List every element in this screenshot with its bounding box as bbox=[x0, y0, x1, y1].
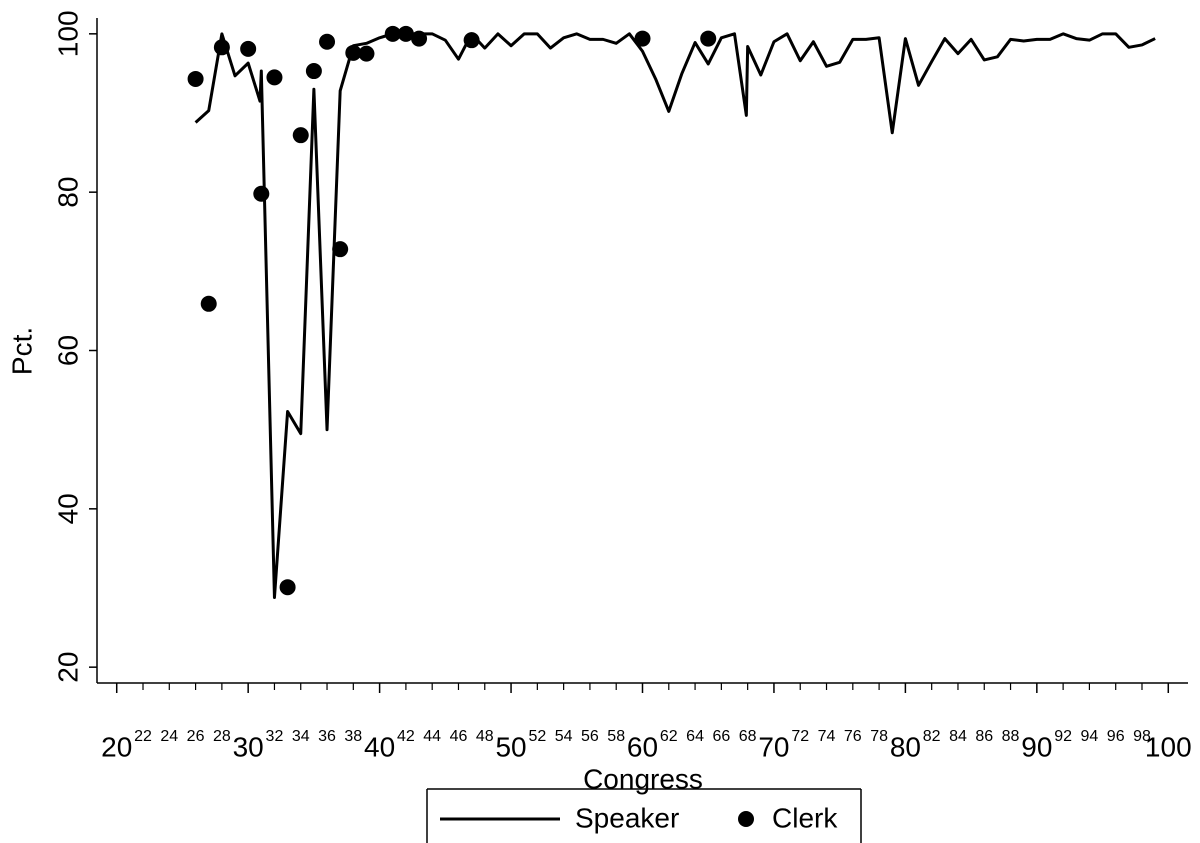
clerk-point bbox=[240, 40, 257, 57]
x-minor-tick-label: 56 bbox=[581, 728, 599, 745]
y-tick-label: 80 bbox=[52, 177, 83, 208]
x-tick-label: 100 bbox=[1145, 731, 1192, 762]
y-tick-label: 40 bbox=[52, 493, 83, 524]
x-tick-label: 70 bbox=[758, 731, 789, 762]
x-minor-tick-label: 48 bbox=[476, 728, 494, 745]
clerk-point bbox=[279, 579, 296, 596]
x-minor-tick-label: 38 bbox=[344, 728, 362, 745]
clerk-point bbox=[411, 30, 428, 47]
clerk-point bbox=[292, 127, 309, 144]
x-tick-label: 20 bbox=[101, 731, 132, 762]
x-minor-tick-label: 42 bbox=[397, 728, 415, 745]
x-minor-tick-label: 44 bbox=[423, 728, 441, 745]
y-tick-label: 100 bbox=[52, 10, 83, 57]
x-minor-tick-label: 34 bbox=[292, 728, 310, 745]
x-minor-tick-label: 84 bbox=[949, 728, 967, 745]
x-minor-tick-label: 98 bbox=[1133, 728, 1151, 745]
x-minor-tick-label: 78 bbox=[870, 728, 888, 745]
x-minor-tick-label: 64 bbox=[686, 728, 704, 745]
legend-label: Clerk bbox=[772, 802, 838, 833]
y-tick-label: 60 bbox=[52, 335, 83, 366]
x-tick-label: 60 bbox=[627, 731, 658, 762]
x-tick-label: 80 bbox=[890, 731, 921, 762]
clerk-point bbox=[305, 63, 322, 80]
clerk-point bbox=[187, 70, 204, 87]
clerk-point bbox=[384, 25, 401, 42]
x-minor-tick-label: 36 bbox=[318, 728, 336, 745]
x-minor-tick-label: 66 bbox=[712, 728, 730, 745]
x-minor-tick-label: 62 bbox=[660, 728, 678, 745]
x-minor-tick-label: 92 bbox=[1054, 728, 1072, 745]
x-minor-tick-label: 68 bbox=[739, 728, 757, 745]
legend-swatch bbox=[738, 811, 754, 827]
clerk-point bbox=[332, 241, 349, 258]
clerk-point bbox=[345, 44, 362, 61]
x-minor-tick-label: 24 bbox=[160, 728, 178, 745]
x-tick-label: 90 bbox=[1021, 731, 1052, 762]
x-minor-tick-label: 76 bbox=[844, 728, 862, 745]
x-minor-tick-label: 22 bbox=[134, 728, 152, 745]
x-minor-tick-label: 86 bbox=[975, 728, 993, 745]
clerk-point bbox=[358, 45, 375, 62]
x-minor-tick-label: 46 bbox=[450, 728, 468, 745]
x-tick-label: 30 bbox=[233, 731, 264, 762]
x-minor-tick-label: 88 bbox=[1002, 728, 1020, 745]
x-minor-tick-label: 32 bbox=[266, 728, 284, 745]
clerk-point bbox=[319, 33, 336, 50]
x-minor-tick-label: 96 bbox=[1107, 728, 1125, 745]
clerk-point bbox=[700, 30, 717, 47]
x-minor-tick-label: 82 bbox=[923, 728, 941, 745]
x-minor-tick-label: 54 bbox=[555, 728, 573, 745]
legend-label: Speaker bbox=[575, 802, 679, 833]
clerk-point bbox=[634, 30, 651, 47]
x-minor-tick-label: 28 bbox=[213, 728, 231, 745]
clerk-point bbox=[397, 25, 414, 42]
x-minor-tick-label: 72 bbox=[791, 728, 809, 745]
clerk-point bbox=[213, 39, 230, 56]
x-tick-label: 40 bbox=[364, 731, 395, 762]
clerk-point bbox=[266, 69, 283, 86]
x-minor-tick-label: 26 bbox=[187, 728, 205, 745]
clerk-point bbox=[200, 295, 217, 312]
y-tick-label: 20 bbox=[52, 652, 83, 683]
x-tick-label: 50 bbox=[495, 731, 526, 762]
clerk-point bbox=[463, 32, 480, 49]
x-minor-tick-label: 74 bbox=[818, 728, 836, 745]
x-minor-tick-label: 52 bbox=[528, 728, 546, 745]
y-axis-label: Pct. bbox=[6, 327, 37, 375]
clerk-point bbox=[253, 185, 270, 202]
x-minor-tick-label: 58 bbox=[607, 728, 625, 745]
x-minor-tick-label: 94 bbox=[1081, 728, 1099, 745]
speaker-line bbox=[194, 32, 1156, 599]
